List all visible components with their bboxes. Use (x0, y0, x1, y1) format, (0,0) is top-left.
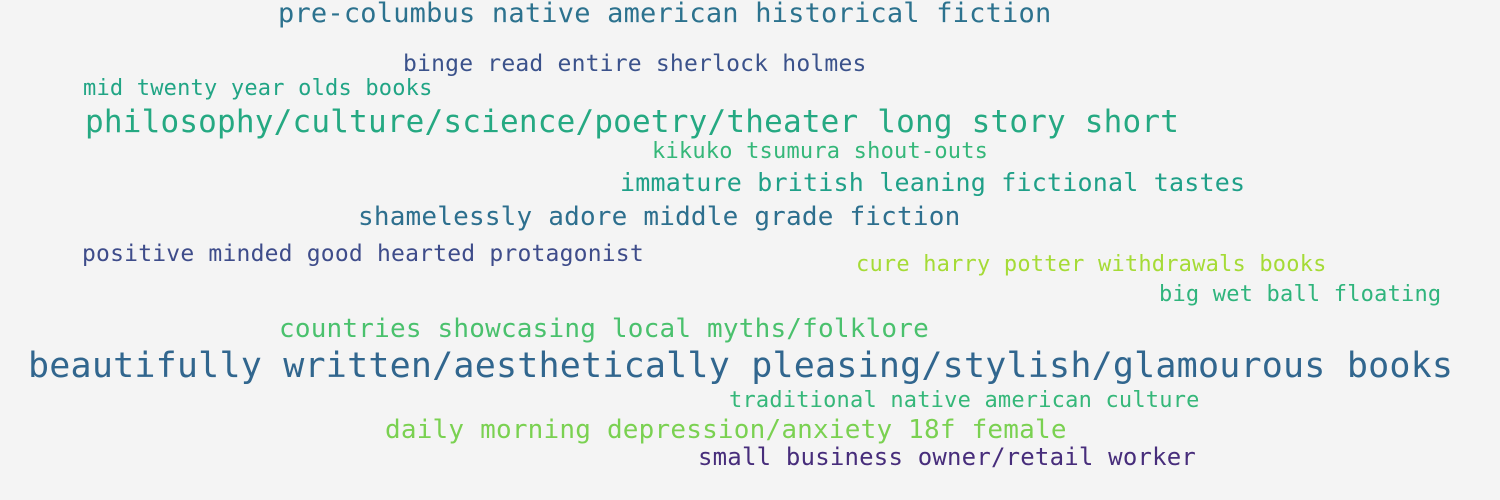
word-mid-twenty: mid twenty year olds books (83, 76, 433, 101)
word-positive-minded: positive minded good hearted protagonist (82, 241, 644, 267)
word-harry-potter: cure harry potter withdrawals books (856, 252, 1327, 277)
word-big-wet-ball: big wet ball floating (1159, 282, 1442, 307)
word-depression-anxiety: daily morning depression/anxiety 18f fem… (385, 415, 1067, 445)
word-middle-grade: shamelessly adore middle grade fiction (358, 202, 961, 232)
word-small-business: small business owner/retail worker (698, 443, 1197, 471)
word-sherlock: binge read entire sherlock holmes (403, 51, 867, 77)
word-immature-british: immature british leaning fictional taste… (620, 168, 1246, 197)
word-kikuko: kikuko tsumura shout-outs (652, 139, 989, 164)
word-pre-columbus: pre-columbus native american historical … (278, 0, 1052, 29)
word-native-culture: traditional native american culture (729, 388, 1200, 413)
word-beautifully-written: beautifully written/aesthetically pleasi… (28, 346, 1454, 386)
word-myths-folklore: countries showcasing local myths/folklor… (279, 314, 929, 344)
word-philosophy: philosophy/culture/science/poetry/theate… (85, 104, 1180, 140)
